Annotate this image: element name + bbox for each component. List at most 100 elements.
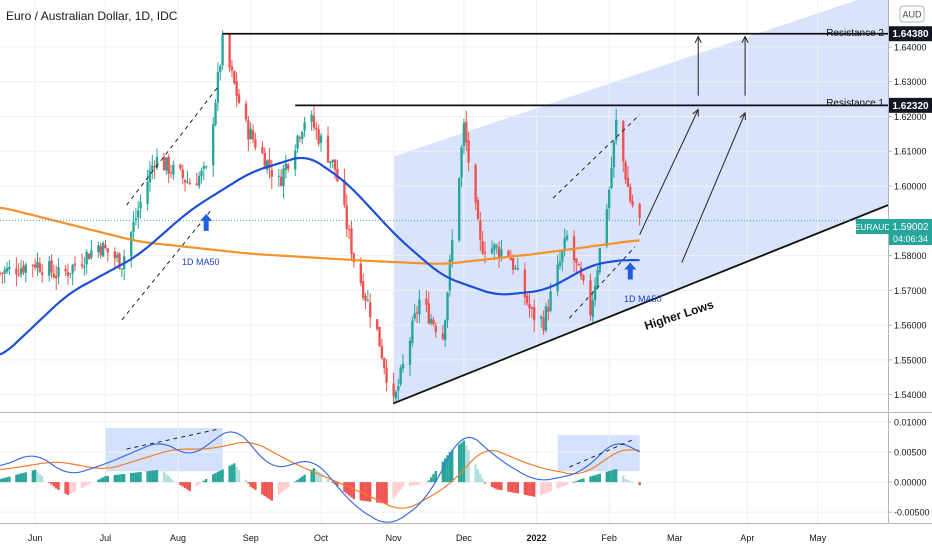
histogram-bar xyxy=(615,469,618,483)
histogram-bar xyxy=(310,469,313,483)
histogram-bar xyxy=(474,464,477,483)
histogram-bar xyxy=(228,465,231,483)
histogram-bar xyxy=(544,482,548,494)
histogram-bar xyxy=(254,482,257,490)
histogram-bar xyxy=(441,461,445,483)
price-tick-label: 1.61000 xyxy=(894,147,927,157)
histogram-bar xyxy=(205,478,208,483)
candle-body xyxy=(265,160,269,170)
candle-body xyxy=(443,320,447,340)
histogram-bar xyxy=(179,482,182,486)
chart-title: Euro / Australian Dollar, 1D, IDC xyxy=(6,9,178,23)
candle-body xyxy=(495,245,498,247)
candle-body xyxy=(179,164,182,169)
macd-axis[interactable]: 0.01000 0.00500 0.00000 -0.00500 xyxy=(888,418,930,518)
histogram-bar xyxy=(462,440,466,483)
countdown-label: 04:06:34 xyxy=(893,234,928,244)
histogram-bar xyxy=(279,482,283,494)
histogram-bar xyxy=(476,469,480,483)
candle-body xyxy=(326,135,330,163)
histogram-bar xyxy=(162,471,166,483)
candle-body xyxy=(298,137,302,139)
histogram-bar xyxy=(418,482,421,485)
candle-body xyxy=(228,34,231,68)
candle-body xyxy=(465,121,468,143)
histogram-bar xyxy=(263,482,266,497)
time-tick-label: Jul xyxy=(100,533,112,543)
histogram-bar xyxy=(383,482,386,504)
candle-body xyxy=(104,244,107,248)
histogram-bar xyxy=(298,478,302,483)
candle-body xyxy=(254,139,257,148)
candle-body xyxy=(277,175,280,177)
histogram-bar xyxy=(64,482,67,494)
candle-body xyxy=(287,164,290,169)
ma50-label-right: 1D MA50 xyxy=(624,294,662,304)
candle-body xyxy=(329,161,332,164)
time-axis[interactable]: Jun Jul Aug Sep Oct Nov Dec 2022 Feb Mar Apr May xyxy=(28,533,827,543)
histogram-bar xyxy=(481,478,484,483)
currency-badge[interactable]: AUD xyxy=(899,5,925,23)
price-candles xyxy=(0,30,641,405)
histogram-bar xyxy=(408,482,412,486)
candle-body xyxy=(385,367,388,383)
candle-body xyxy=(36,261,39,268)
candle-body xyxy=(162,156,166,171)
histogram-bar xyxy=(347,482,351,496)
histogram-bar xyxy=(104,476,107,483)
time-tick-label: Nov xyxy=(386,533,403,543)
candle-body xyxy=(172,164,175,175)
candle-body xyxy=(462,122,466,146)
candle-body xyxy=(282,168,285,187)
candle-body xyxy=(474,164,477,203)
price-axis[interactable]: 1.64000 1.63000 1.62000 1.61000 1.60000 1.580… xyxy=(888,42,927,400)
price-tick-label: 1.54000 xyxy=(894,390,927,400)
histogram-bar xyxy=(312,468,316,483)
histogram-bar xyxy=(345,482,348,494)
candle-body xyxy=(115,254,119,258)
candle-body xyxy=(200,170,203,176)
histogram-bar xyxy=(629,481,632,483)
candle-body xyxy=(19,268,23,275)
candle-body xyxy=(57,266,60,277)
histogram-bar xyxy=(352,482,355,500)
histogram-bar xyxy=(15,474,18,483)
higher-lows-trendline[interactable] xyxy=(393,204,888,405)
histogram-bar xyxy=(413,482,416,486)
ma50-up-arrow xyxy=(200,213,213,231)
ma50-arrows xyxy=(200,213,637,280)
histogram-bar xyxy=(1,478,4,483)
histogram-bar xyxy=(516,482,519,494)
projection-arrow xyxy=(681,112,746,263)
histogram-bar xyxy=(427,480,430,483)
candle-body xyxy=(556,264,559,292)
histogram-bar xyxy=(364,482,367,502)
candle-body xyxy=(317,129,320,144)
histogram-bar xyxy=(376,482,379,503)
histogram-bar xyxy=(425,482,428,484)
resistance-2-value-text: 1.64380 xyxy=(892,29,929,40)
candle-body xyxy=(181,169,184,178)
candle-body xyxy=(99,245,102,256)
dashed-guide xyxy=(126,86,219,206)
histogram-bar xyxy=(90,482,93,484)
symbol-price-badge[interactable]: EURAUD 1.59002 04:06:34 xyxy=(855,219,932,245)
histogram-bar xyxy=(533,482,536,497)
candle-body xyxy=(310,114,313,122)
candle-body xyxy=(612,141,616,168)
ascending-channel xyxy=(393,0,888,404)
candle-body xyxy=(411,320,414,343)
candle-body xyxy=(525,295,529,304)
candle-body xyxy=(589,280,592,316)
candle-body xyxy=(294,150,297,170)
candle-body xyxy=(247,120,250,140)
candle-body xyxy=(38,262,42,272)
ma50-line xyxy=(0,156,640,356)
histogram-bar xyxy=(244,480,248,483)
candle-body xyxy=(52,273,56,278)
candle-body xyxy=(615,119,618,141)
candle-body xyxy=(347,229,351,231)
candle-body xyxy=(249,128,252,139)
histogram-bar xyxy=(120,474,124,483)
